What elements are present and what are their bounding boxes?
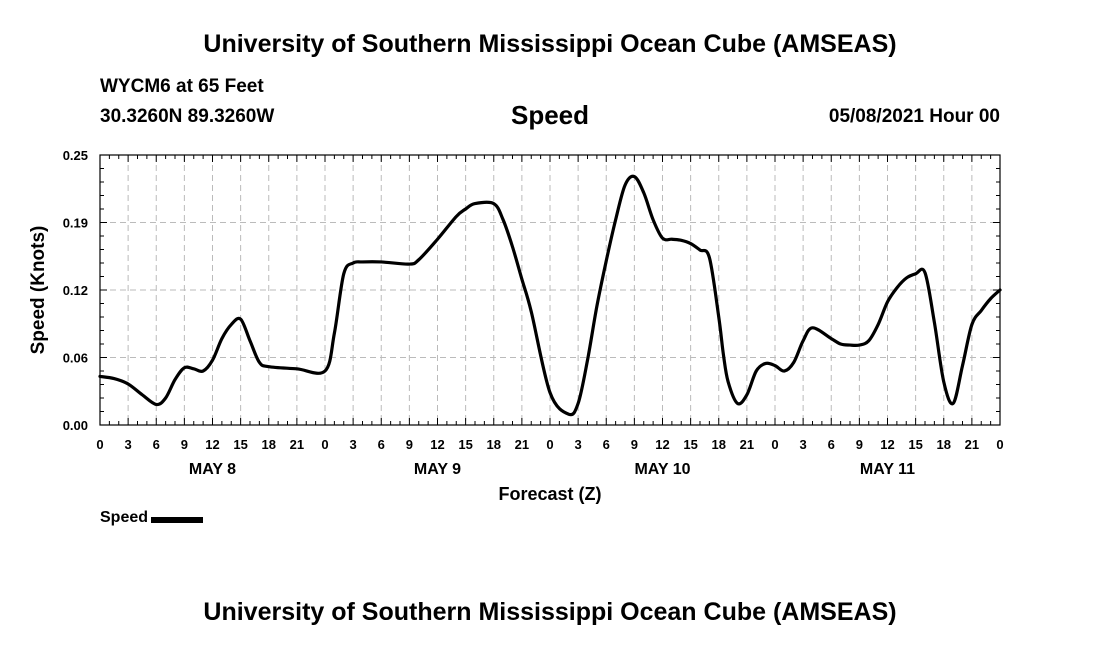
x-tick-label: 3 — [350, 437, 357, 452]
speed-series-line — [98, 174, 1002, 417]
x-tick-label: 0 — [321, 437, 328, 452]
x-tick-label: 12 — [205, 437, 219, 452]
top-title: University of Southern Mississippi Ocean… — [203, 30, 897, 58]
x-tick-label: 12 — [655, 437, 669, 452]
x-tick-label: 15 — [458, 437, 472, 452]
x-tick-label: 15 — [683, 437, 697, 452]
legend: Speed — [100, 509, 204, 527]
y-tick-label: 0.19 — [63, 216, 88, 231]
x-tick-label: 6 — [603, 437, 610, 452]
day-label: MAY 11 — [860, 461, 915, 478]
x-tick-label: 3 — [800, 437, 807, 452]
x-tick-label: 9 — [631, 437, 638, 452]
x-tick-label: 12 — [430, 437, 444, 452]
day-label: MAY 9 — [414, 461, 461, 478]
x-tick-label: 18 — [487, 437, 501, 452]
x-tick-label: 0 — [996, 437, 1003, 452]
y-tick-label: 0.25 — [63, 148, 88, 163]
day-label: MAY 10 — [634, 461, 690, 478]
coords-label: 30.3260N 89.3260W — [100, 106, 275, 127]
x-tick-label: 6 — [378, 437, 385, 452]
x-tick-label: 21 — [965, 437, 979, 452]
x-tick-label: 18 — [937, 437, 951, 452]
x-tick-label: 0 — [771, 437, 778, 452]
x-tick-label: 15 — [233, 437, 247, 452]
y-tick-label: 0.12 — [63, 283, 88, 298]
legend-label: Speed — [100, 509, 149, 526]
y-axis-label: Speed (Knots) — [28, 226, 49, 355]
day-label: MAY 8 — [189, 461, 236, 478]
bottom-title: University of Southern Mississippi Ocean… — [203, 598, 897, 626]
y-tick-label: 0.06 — [63, 351, 88, 366]
x-tick-label: 0 — [546, 437, 553, 452]
x-tick-label: 3 — [125, 437, 132, 452]
x-tick-label: 9 — [856, 437, 863, 452]
legend-swatch — [151, 517, 204, 523]
station-label: WYCM6 at 65 Feet — [100, 76, 264, 97]
x-tick-label: 18 — [262, 437, 276, 452]
x-tick-label: 6 — [828, 437, 835, 452]
x-tick-label: 18 — [712, 437, 726, 452]
y-tick-label: 0.00 — [63, 418, 88, 433]
x-tick-label: 6 — [153, 437, 160, 452]
x-tick-label: 9 — [406, 437, 413, 452]
x-tick-label: 21 — [290, 437, 304, 452]
x-tick-label: 15 — [908, 437, 922, 452]
x-tick-label: 12 — [880, 437, 894, 452]
x-tick-label: 0 — [96, 437, 103, 452]
x-tick-label: 21 — [515, 437, 529, 452]
chart-title: Speed — [510, 100, 590, 130]
x-tick-label: 9 — [181, 437, 188, 452]
x-tick-label: 21 — [740, 437, 754, 452]
x-tick-label: 3 — [575, 437, 582, 452]
speed-chart: 0.00 0.06 0.12 0.19 0.25 0 3 6 9 12 15 18 21 0 3 6 9 12 15… — [28, 148, 1004, 504]
date-label: 05/08/2021 Hour 00 — [828, 106, 1000, 127]
x-axis-label: Forecast (Z) — [498, 484, 601, 504]
